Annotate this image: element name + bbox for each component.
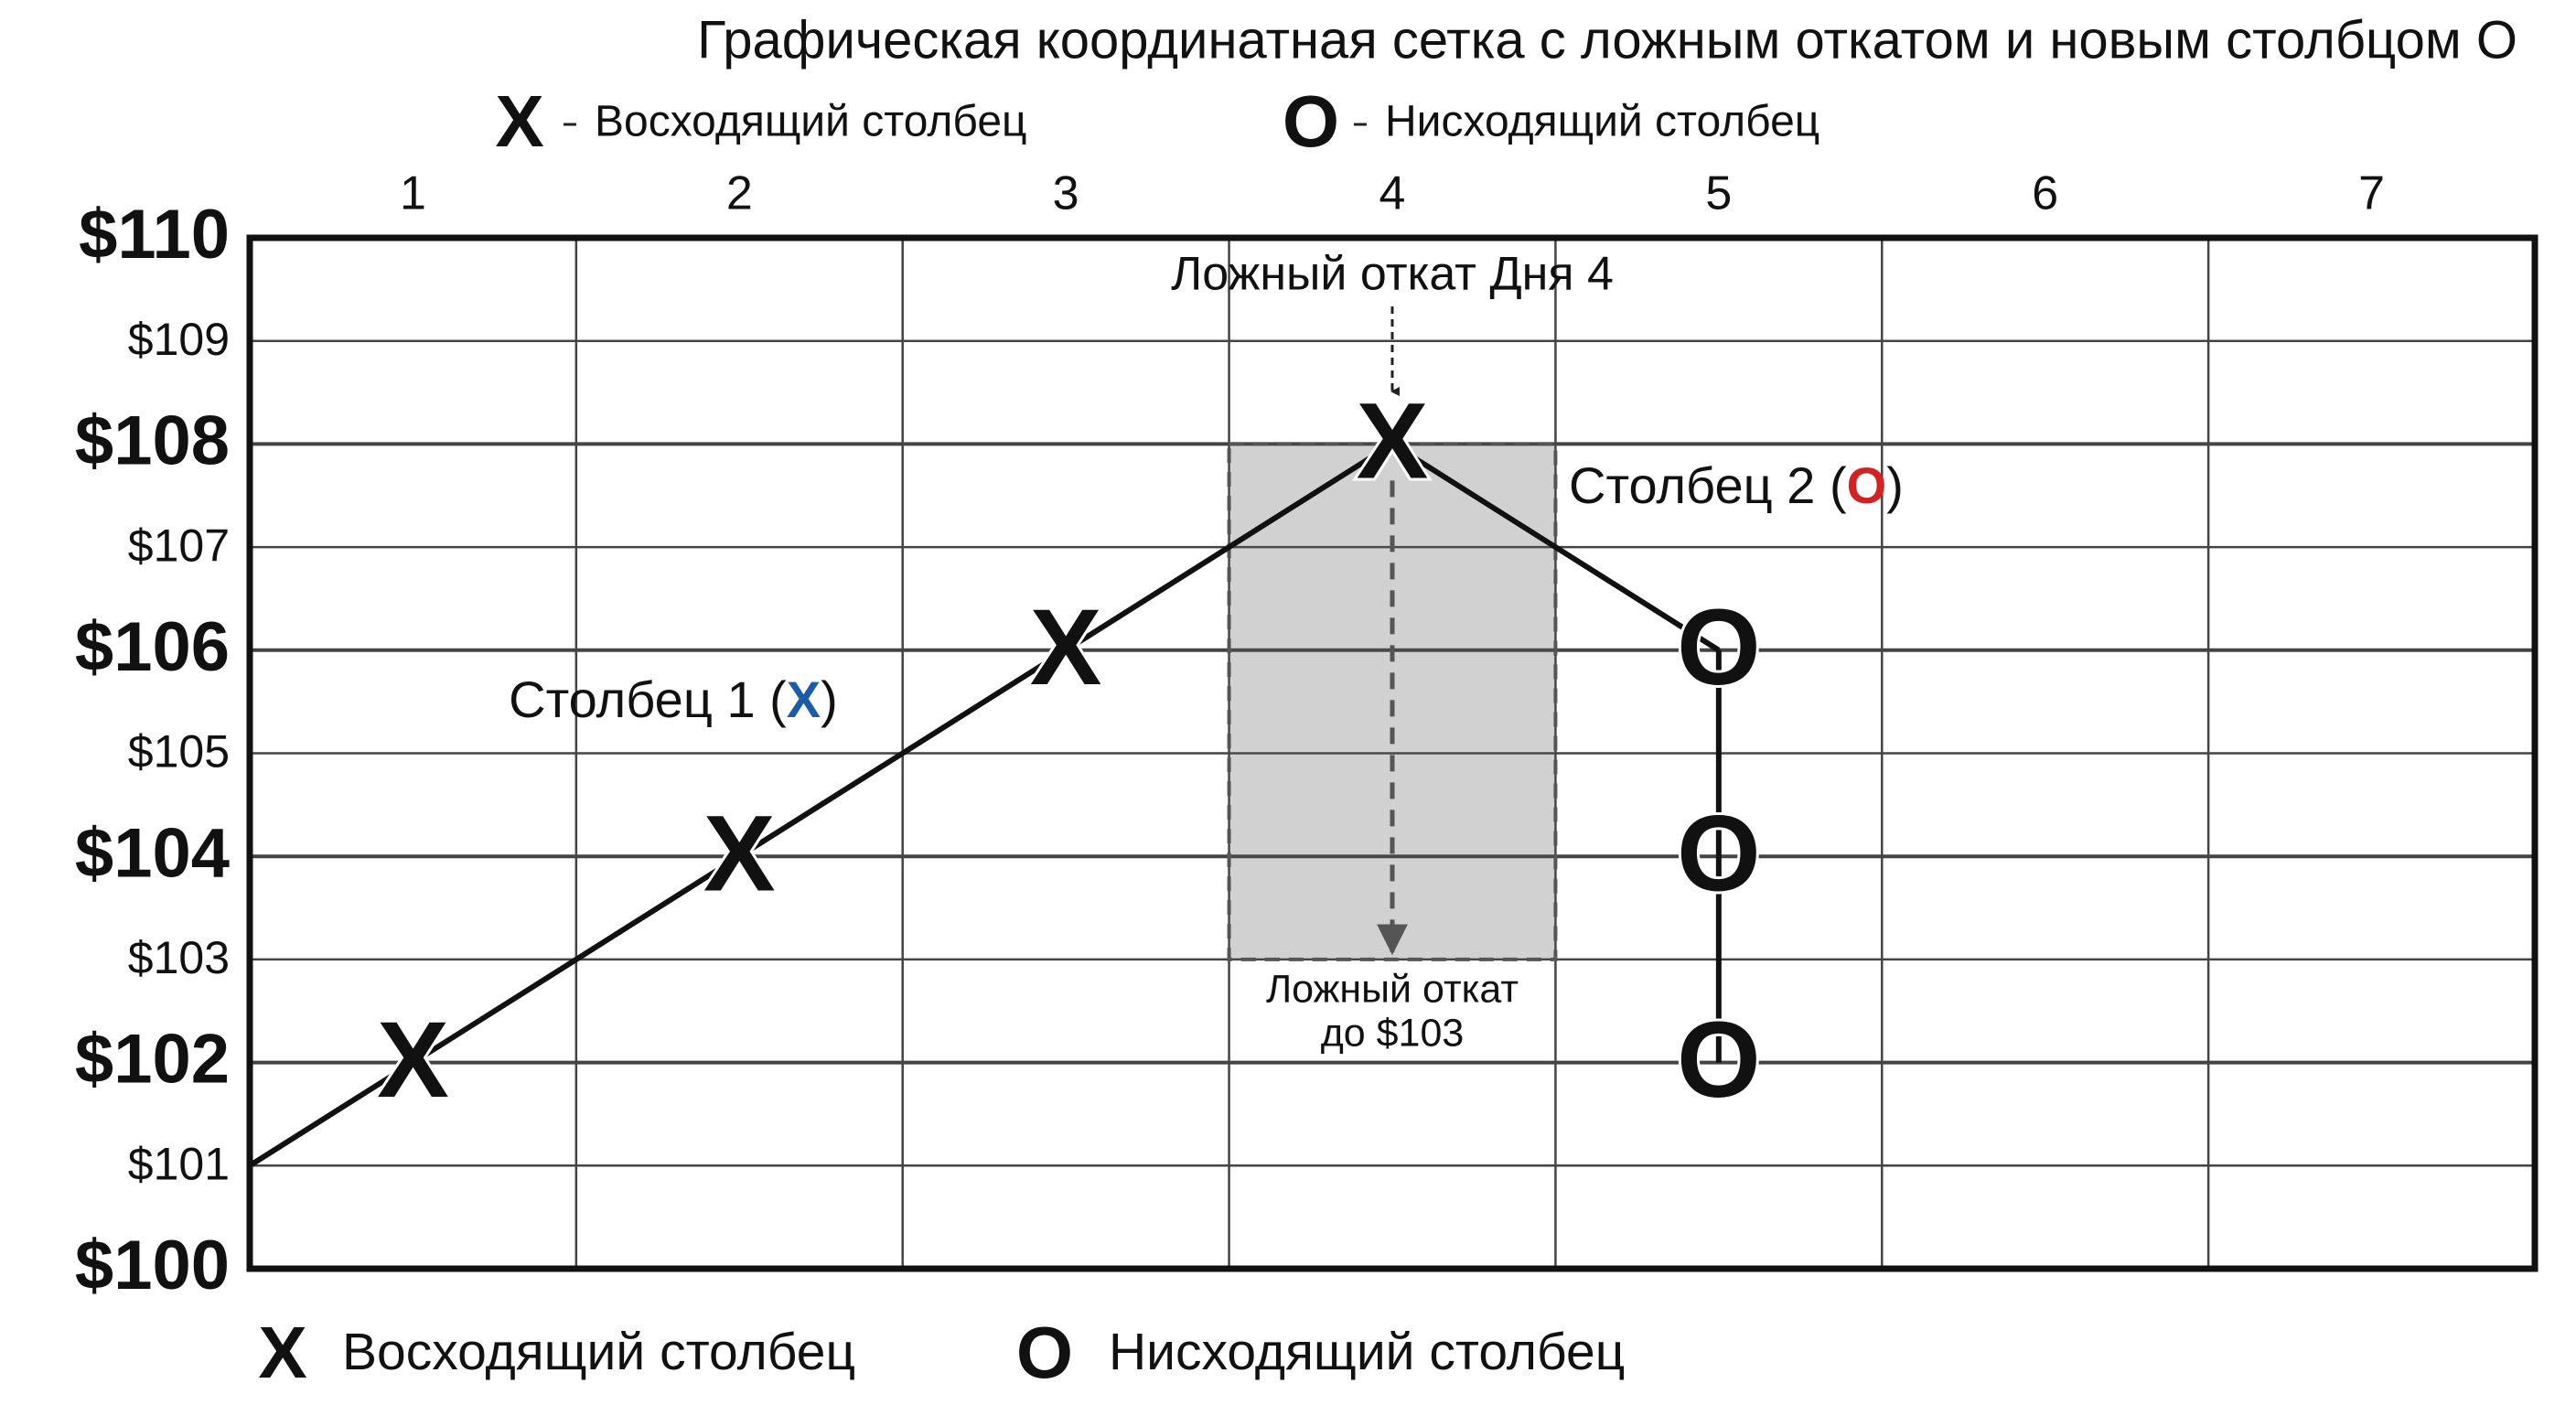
box-marker: O bbox=[1677, 587, 1761, 708]
legend-symbol: O bbox=[1283, 80, 1339, 162]
annotation: Ложный откат bbox=[1266, 967, 1519, 1011]
annotation: до $103 bbox=[1321, 1011, 1465, 1055]
x-tick-label: 5 bbox=[1705, 167, 1732, 220]
y-tick-label: $102 bbox=[75, 1021, 230, 1099]
y-tick-label: $107 bbox=[128, 520, 230, 571]
x-tick-label: 2 bbox=[726, 167, 753, 220]
legend-label: Восходящий столбец bbox=[595, 98, 1027, 146]
y-tick-label: $106 bbox=[75, 608, 230, 686]
column-label-text: Столбец 1 ( bbox=[509, 670, 787, 728]
column-label-text: ) bbox=[1886, 456, 1904, 514]
trend-line bbox=[248, 440, 1721, 1168]
plot-frame bbox=[246, 234, 2538, 1272]
y-tick-label: $103 bbox=[128, 932, 230, 983]
x-tick-label: 1 bbox=[400, 167, 426, 220]
legend-label: Нисходящий столбец bbox=[1109, 1323, 1625, 1381]
column-label-symbol: O bbox=[1847, 456, 1887, 514]
column-label: Столбец 1 (X) bbox=[509, 670, 838, 728]
legend-label: Нисходящий столбец bbox=[1385, 98, 1819, 146]
box-marker: O bbox=[1677, 793, 1761, 914]
legend-symbol: O bbox=[1016, 1312, 1073, 1393]
legend-symbol: X bbox=[258, 1312, 306, 1393]
x-tick-label: 4 bbox=[1379, 167, 1406, 220]
x-tick-label: 6 bbox=[2032, 167, 2058, 220]
legend-symbol: X bbox=[495, 80, 543, 162]
column-label: Столбец 2 (O) bbox=[1569, 456, 1904, 514]
y-tick-label: $100 bbox=[75, 1227, 230, 1304]
column-label-symbol: X bbox=[787, 670, 821, 728]
y-tick-label: $108 bbox=[75, 402, 230, 479]
column-label-text: Столбец 2 ( bbox=[1569, 456, 1847, 514]
x-tick-label: 7 bbox=[2358, 167, 2385, 220]
box-marker: X bbox=[1030, 587, 1102, 708]
legend-label: Восходящий столбец bbox=[342, 1323, 855, 1381]
box-marker: O bbox=[1677, 1000, 1761, 1121]
box-marker: X bbox=[1357, 381, 1429, 502]
box-marker: X bbox=[377, 1000, 449, 1121]
y-tick-label: $110 bbox=[79, 196, 230, 273]
x-tick-label: 3 bbox=[1053, 167, 1079, 220]
y-tick-label: $101 bbox=[128, 1139, 230, 1190]
y-tick-label: $109 bbox=[128, 314, 230, 365]
y-tick-label: $104 bbox=[75, 814, 230, 892]
chart-title: Графическая координатная сетка с ложным … bbox=[697, 10, 2517, 70]
y-tick-label: $105 bbox=[128, 726, 230, 778]
box-marker: X bbox=[703, 793, 776, 914]
column-label-text: ) bbox=[821, 670, 838, 728]
annotation: Ложный откат Дня 4 bbox=[1171, 248, 1614, 301]
